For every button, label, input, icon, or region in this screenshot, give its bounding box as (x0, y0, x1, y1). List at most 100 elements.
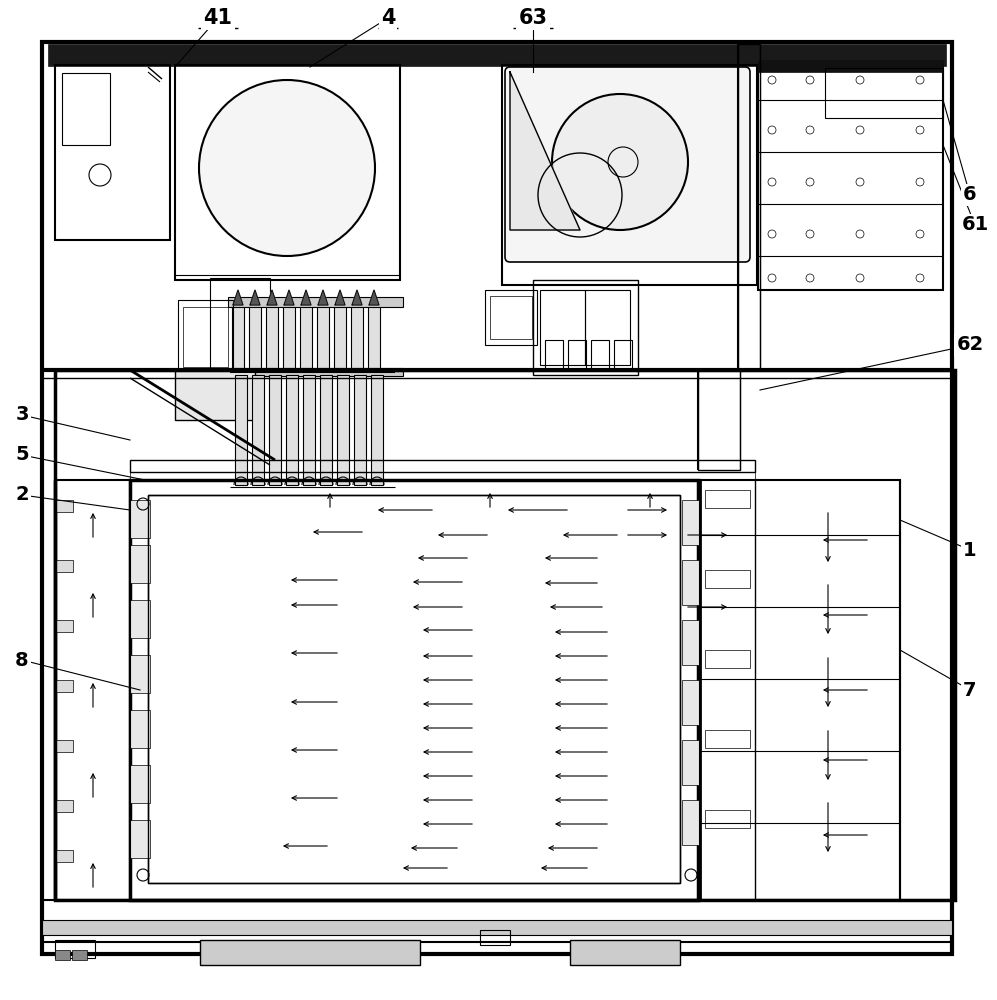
Bar (283, 305, 295, 370)
Bar (130, 500, 150, 538)
Bar (545, 340, 563, 370)
Bar (334, 305, 346, 370)
Bar (130, 460, 755, 472)
Bar (490, 296, 532, 339)
FancyBboxPatch shape (505, 67, 750, 262)
Bar (55, 65, 170, 240)
Polygon shape (510, 72, 580, 230)
Bar (682, 500, 700, 545)
Bar (130, 545, 150, 583)
Bar (371, 375, 383, 485)
Polygon shape (284, 290, 294, 305)
Bar (48, 44, 946, 66)
Text: 4: 4 (381, 8, 395, 28)
Polygon shape (369, 290, 379, 305)
Bar (183, 307, 228, 367)
Bar (130, 655, 150, 693)
Bar (758, 60, 943, 72)
Bar (738, 44, 760, 370)
Text: 62: 62 (956, 336, 984, 355)
Bar (682, 740, 700, 785)
Text: 41: 41 (203, 8, 232, 28)
Bar (337, 375, 349, 485)
Bar (705, 730, 750, 748)
Bar (178, 300, 233, 375)
Polygon shape (267, 290, 277, 305)
Bar (485, 290, 537, 345)
Text: 5: 5 (15, 446, 29, 464)
Bar (55, 850, 73, 862)
Bar (130, 820, 150, 858)
Bar (533, 280, 638, 375)
Bar (354, 375, 366, 485)
Bar (351, 305, 363, 370)
Bar (705, 810, 750, 828)
Bar (228, 368, 403, 376)
Bar (228, 297, 403, 307)
Bar (42, 920, 952, 935)
Bar (700, 480, 900, 900)
Bar (42, 900, 952, 942)
Bar (303, 375, 315, 485)
Bar (825, 68, 943, 118)
Text: 1: 1 (963, 540, 977, 560)
Bar (502, 65, 757, 285)
Bar (320, 375, 332, 485)
Text: 3: 3 (15, 406, 29, 424)
Bar (232, 305, 244, 370)
Bar (148, 495, 680, 883)
Bar (368, 305, 380, 370)
Bar (210, 278, 270, 378)
Bar (480, 930, 510, 945)
Text: 7: 7 (963, 680, 977, 700)
Bar (682, 620, 700, 665)
Bar (55, 500, 73, 512)
Bar (55, 480, 130, 900)
Bar (682, 560, 700, 605)
Bar (130, 600, 150, 638)
Bar (55, 800, 73, 812)
Bar (55, 560, 73, 572)
Text: 63: 63 (518, 8, 547, 28)
Bar (55, 940, 95, 958)
Bar (300, 305, 312, 370)
Bar (130, 765, 150, 803)
Bar (540, 290, 585, 365)
Polygon shape (352, 290, 362, 305)
Bar (570, 940, 680, 965)
Bar (55, 740, 73, 752)
Bar (705, 490, 750, 508)
Bar (130, 480, 698, 900)
Bar (705, 650, 750, 668)
Text: 8: 8 (15, 650, 29, 670)
Bar (200, 940, 420, 965)
Bar (175, 370, 255, 420)
Text: 6: 6 (963, 186, 977, 205)
Polygon shape (233, 290, 243, 305)
Bar (55, 370, 955, 900)
Polygon shape (301, 290, 311, 305)
Bar (249, 305, 261, 370)
Bar (130, 472, 755, 480)
Polygon shape (250, 290, 260, 305)
Bar (266, 305, 278, 370)
Bar (62, 73, 110, 145)
Bar (682, 800, 700, 845)
Bar (705, 570, 750, 588)
Text: 2: 2 (15, 486, 29, 504)
Bar (585, 290, 630, 365)
Circle shape (199, 80, 375, 256)
Bar (235, 375, 247, 485)
Polygon shape (335, 290, 345, 305)
Bar (317, 305, 329, 370)
Bar (55, 680, 73, 692)
Bar (55, 620, 73, 632)
Text: 61: 61 (961, 216, 989, 234)
Bar (130, 710, 150, 748)
Bar (682, 680, 700, 725)
Bar (568, 340, 586, 370)
Bar (614, 340, 632, 370)
Bar (758, 65, 943, 290)
Polygon shape (318, 290, 328, 305)
Bar (591, 340, 609, 370)
